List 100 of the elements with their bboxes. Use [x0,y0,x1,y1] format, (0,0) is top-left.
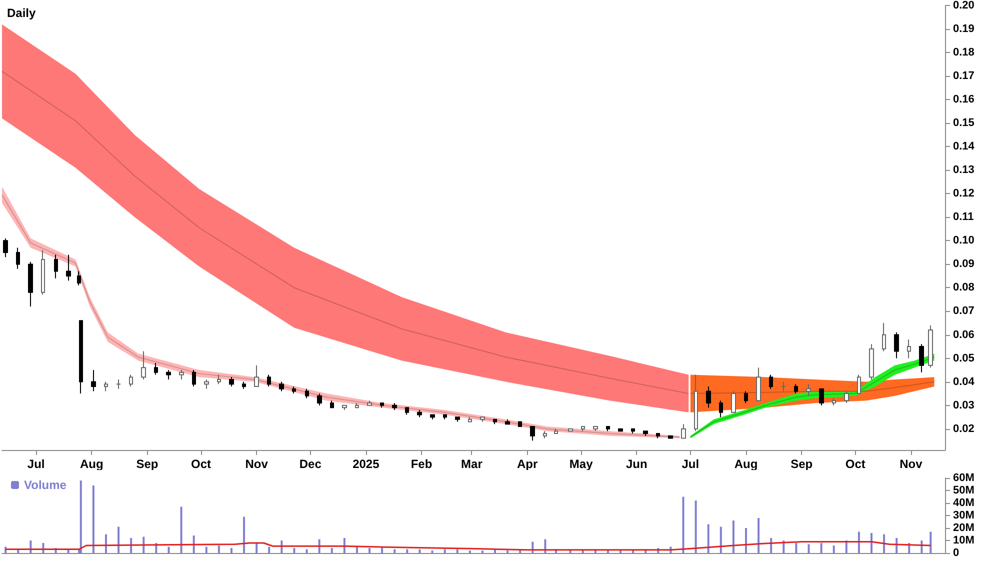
candlestick [706,386,711,408]
candlestick [254,364,259,387]
legend-label: Volume [24,478,67,492]
x-tick-label: Nov [245,457,268,471]
y-tick-label: 0.17 [953,70,974,82]
bar [832,546,835,553]
candlestick [857,374,861,394]
candlestick [417,410,422,418]
candlestick [292,386,296,394]
candlestick [806,384,811,396]
y-tick-label: 10M [953,534,974,546]
line-series [4,541,932,551]
candlestick [242,381,246,390]
bar [168,546,170,553]
y-tick-label: 0.09 [953,258,974,270]
candlestick [392,402,397,411]
candlestick [468,416,472,422]
y-tick-label: 0.16 [953,94,974,106]
candlestick [568,428,573,432]
bar [130,538,132,553]
candlestick [554,428,558,434]
candlestick [869,344,874,380]
candlestick [16,247,20,270]
x-tick-label: Jul [27,457,45,471]
candlestick [3,238,8,258]
candlestick [928,324,933,368]
line-series [690,381,935,394]
candlestick [267,374,271,387]
bar [80,480,82,553]
candlestick [179,370,184,380]
candlestick [192,370,196,387]
bar [758,518,760,553]
candlestick [731,390,736,413]
bar [192,536,195,553]
bar [444,549,446,553]
y-tick-label: 0.02 [953,422,974,435]
candlestick [894,332,899,359]
y-tick-label: 0.03 [953,399,974,412]
candlestick [204,378,209,390]
bar [218,546,220,553]
candlestick [355,402,359,408]
y-tick-label: 0.20 [953,0,974,12]
bar [205,546,208,553]
x-tick-label: Oct [845,457,866,471]
bar [368,548,371,553]
bar [896,538,898,553]
candlestick [907,338,911,359]
candlestick [317,393,322,406]
candlestick [141,350,146,380]
chart-title: Daily [7,6,36,20]
bar [356,546,358,553]
y-tick-label: 0.11 [953,211,974,224]
bar [795,543,798,553]
candlestick [919,344,924,373]
x-tick-label: 2025 [352,457,380,471]
y-tick-label: 60M [953,472,974,484]
bar [118,526,120,553]
y-tick-label: 0.13 [953,164,974,176]
candlestick [279,381,284,392]
candlestick [518,421,522,427]
candlestick [342,404,347,411]
candlestick [229,376,234,387]
bar [293,548,296,553]
x-tick-label: Dec [299,457,322,471]
x-tick-label: Mar [461,457,483,471]
y-tick-label: 0.10 [953,234,974,247]
candlestick [832,398,836,406]
bar [808,544,810,553]
bar [268,546,270,553]
bar [243,516,246,553]
candlestick [104,381,108,392]
candlestick [405,407,409,416]
bar [732,520,734,553]
candlestick [443,414,447,420]
candlestick [643,430,648,436]
bar [92,486,94,553]
candlestick [41,250,45,296]
candlestick [505,418,510,425]
candlestick [79,320,83,394]
bar [394,549,396,553]
candlestick [367,400,372,406]
y-tick-label: 40M [953,497,974,509]
candlestick [530,426,535,442]
bar [707,524,710,553]
x-tick-label: Feb [410,457,432,471]
bar [682,496,684,553]
candlestick [756,367,761,402]
y-tick-label: 0.14 [953,140,976,153]
candlestick [819,388,824,406]
bar [456,549,458,553]
candlestick [77,270,81,286]
y-tick-label: 0.08 [953,282,974,294]
candlestick [66,254,71,282]
bar [180,506,182,553]
bar [858,532,860,553]
y-tick-label: 30M [953,510,974,522]
bar [745,528,747,553]
y-tick-label: 0.18 [953,46,974,59]
bar [104,534,107,553]
y-tick-label: 0.05 [953,352,974,364]
